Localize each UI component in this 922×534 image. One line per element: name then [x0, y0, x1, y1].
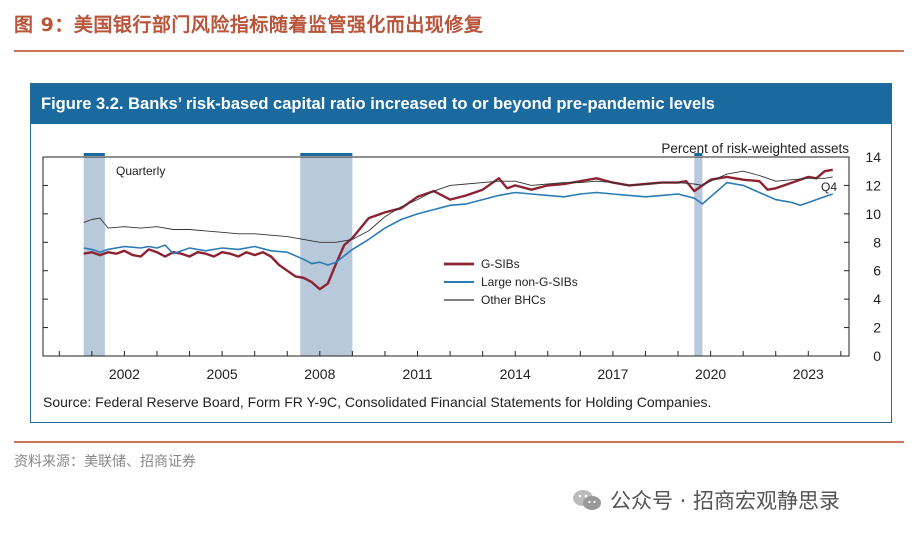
legend-label: Large non-G-SIBs	[481, 275, 578, 289]
watermark-text: 公众号 · 招商宏观静思录	[610, 489, 841, 513]
recession-marker	[83, 153, 105, 156]
y-tick-label: 12	[865, 177, 881, 193]
x-tick-label: 2008	[304, 366, 335, 382]
recession-shade	[694, 157, 703, 356]
chart-title: Figure 3.2. Banks’ risk-based capital ra…	[31, 84, 891, 124]
annotation-quarterly: Quarterly	[116, 164, 165, 178]
series-line-2	[83, 181, 833, 266]
plot-border	[42, 156, 850, 357]
wechat-icon	[573, 490, 601, 510]
y-tick-label: 4	[873, 291, 881, 307]
x-tick-label: 2017	[597, 366, 628, 382]
x-tick-label: 2020	[695, 366, 726, 382]
x-tick-label: 2002	[109, 366, 140, 382]
y-tick-label: 0	[873, 348, 881, 364]
y-tick-label: 10	[865, 206, 881, 222]
recession-marker	[694, 153, 703, 156]
top-rule	[14, 50, 904, 52]
legend-label: G-SIBs	[481, 257, 520, 271]
x-tick-label: 2005	[207, 366, 238, 382]
y-tick-label: 6	[873, 263, 881, 279]
annotation-q4: Q4	[821, 180, 837, 194]
chart-plot: 0 2 4 6 8 10 12 14 2002 2005 2008 2011 2014 2017 2020 2…	[42, 141, 881, 382]
bottom-rule	[14, 441, 904, 443]
recession-marker	[300, 153, 353, 156]
chart-frame: Figure 3.2. Banks’ risk-based capital ra…	[30, 83, 892, 423]
legend-label: Other BHCs	[481, 293, 546, 307]
figure-title: 图 9：美国银行部门风险指标随着监管强化而出现修复	[14, 14, 484, 36]
x-tick-label: 2011	[402, 366, 432, 382]
watermark: 公众号 · 招商宏观静思录	[572, 485, 840, 515]
x-tick-label: 2023	[793, 366, 824, 382]
chart-source: Source: Federal Reserve Board, Form FR Y…	[43, 394, 712, 410]
y-tick-label: 8	[873, 234, 881, 250]
recession-shade	[83, 157, 105, 356]
x-tick-label: 2014	[500, 366, 531, 382]
y-axis-label: Percent of risk-weighted assets	[661, 141, 849, 156]
series-line-3	[83, 170, 833, 243]
y-tick-label: 14	[865, 149, 881, 165]
figure-source: 资料来源：美联储、招商证券	[14, 454, 196, 470]
y-tick-label: 2	[873, 320, 881, 336]
